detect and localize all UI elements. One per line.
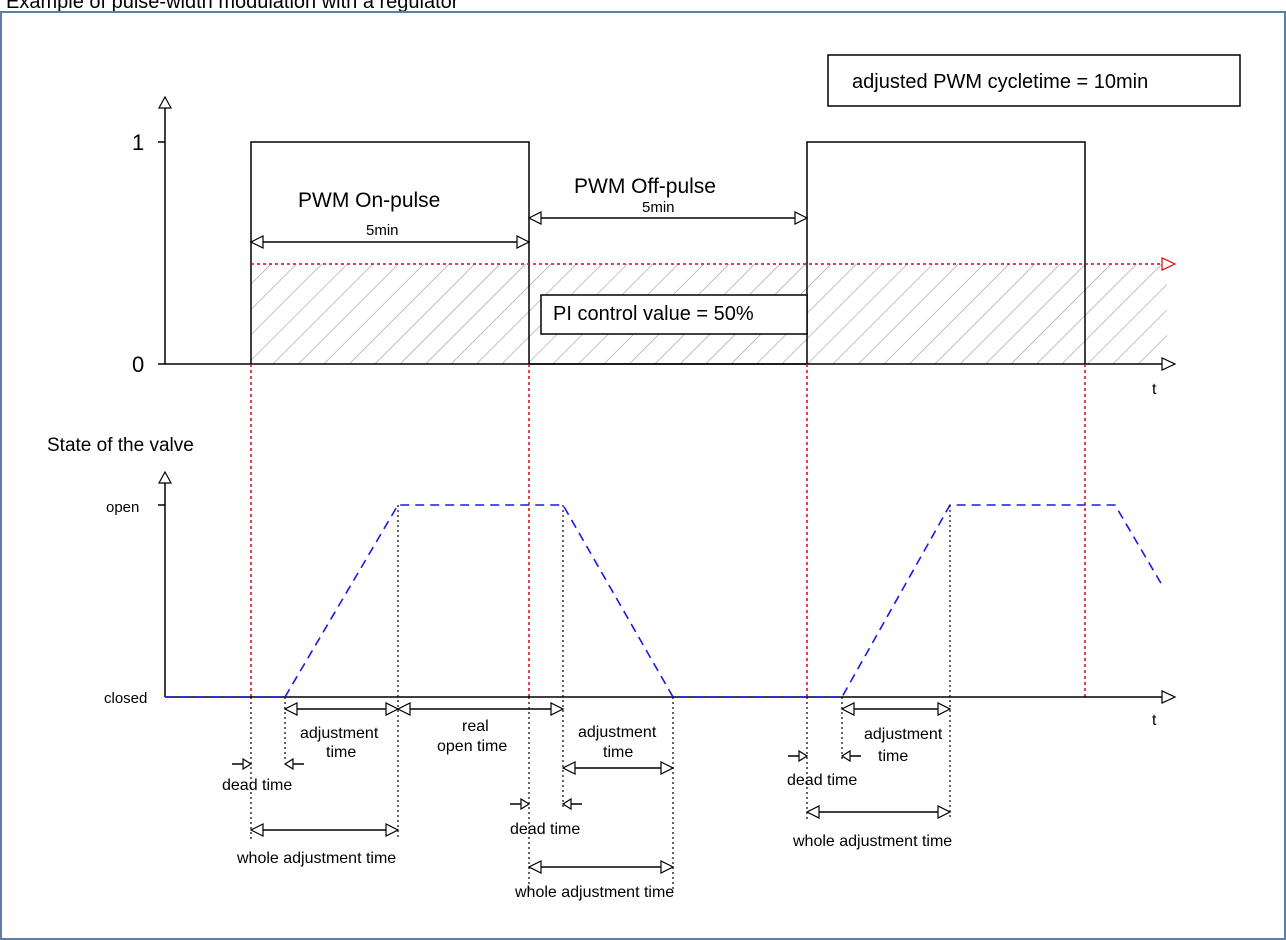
arrowhead	[805, 805, 820, 819]
arrowhead	[660, 860, 675, 874]
top-x-axis-label: t	[1152, 381, 1157, 398]
arrowhead	[520, 797, 531, 811]
on-pulse-arrowhead-right	[516, 235, 531, 249]
arrowhead	[561, 761, 576, 775]
arrowhead	[527, 860, 542, 874]
arrowhead	[840, 749, 851, 763]
arrowhead	[840, 702, 855, 716]
on-pulse-duration: 5min	[366, 222, 399, 239]
off-pulse-duration: 5min	[642, 199, 675, 216]
on-pulse-arrowhead-left	[249, 235, 264, 249]
off-pulse-label: PWM Off-pulse	[574, 175, 716, 198]
off-pulse-arrowhead-right	[794, 211, 809, 225]
valve-state-curve	[165, 504, 1163, 698]
adjustment-time-label-3b: time	[878, 748, 908, 765]
real-open-time-label-b: open time	[437, 738, 507, 755]
arrowhead	[937, 805, 952, 819]
whole-adjustment-label-1: whole adjustment time	[236, 850, 396, 867]
arrowhead	[283, 702, 298, 716]
adjustment-time-label-2a: adjustment	[578, 724, 657, 741]
arrowhead	[385, 702, 400, 716]
top-y-tick-label-0: 0	[132, 352, 144, 377]
arrowhead	[550, 702, 565, 716]
adjustment-time-label-2b: time	[603, 744, 633, 761]
dead-time-label-1: dead time	[222, 777, 292, 794]
bottom-y-arrowhead	[157, 470, 173, 484]
dead-time-label-2: dead time	[510, 821, 580, 838]
arrowhead	[396, 702, 411, 716]
arrowhead	[561, 797, 572, 811]
dead-time-label-3: dead time	[787, 772, 857, 789]
whole-adjustment-label-2: whole adjustment time	[514, 884, 674, 901]
top-x-arrowhead	[1161, 357, 1177, 371]
adjustment-time-label-1b: time	[326, 744, 356, 761]
y-tick-open: open	[106, 499, 139, 516]
arrowhead	[660, 761, 675, 775]
whole-adjustment-label-3: whole adjustment time	[792, 833, 952, 850]
arrowhead	[249, 823, 264, 837]
adjustment-time-label-3a: adjustment	[864, 726, 943, 743]
pwm-signal	[250, 141, 1086, 365]
adjustment-time-label-1a: adjustment	[300, 725, 379, 742]
off-pulse-arrowhead-left	[527, 211, 542, 225]
control-value-box	[540, 294, 808, 335]
cycletime-label: adjusted PWM cycletime = 10min	[852, 71, 1148, 93]
diagram-frame	[0, 11, 1286, 940]
top-y-arrowhead	[157, 95, 173, 109]
arrowhead	[242, 757, 253, 771]
arrowhead	[283, 757, 294, 771]
control-value-label: PI control value = 50%	[553, 303, 754, 325]
real-open-time-label-a: real	[462, 718, 489, 735]
on-pulse-label: PWM On-pulse	[298, 189, 440, 212]
arrowhead	[385, 823, 400, 837]
bottom-x-arrowhead	[1161, 690, 1177, 704]
bottom-x-axis-label: t	[1152, 712, 1157, 729]
top-y-tick-label-1: 1	[132, 130, 144, 155]
y-tick-closed: closed	[104, 690, 147, 707]
valve-state-title: State of the valve	[47, 435, 194, 456]
arrowhead	[798, 749, 809, 763]
page-caption: Example of pulse-width modulation with a…	[6, 0, 459, 13]
control-value-arrowhead	[1161, 257, 1177, 271]
cycletime-box	[827, 54, 1241, 107]
arrowhead	[937, 702, 952, 716]
